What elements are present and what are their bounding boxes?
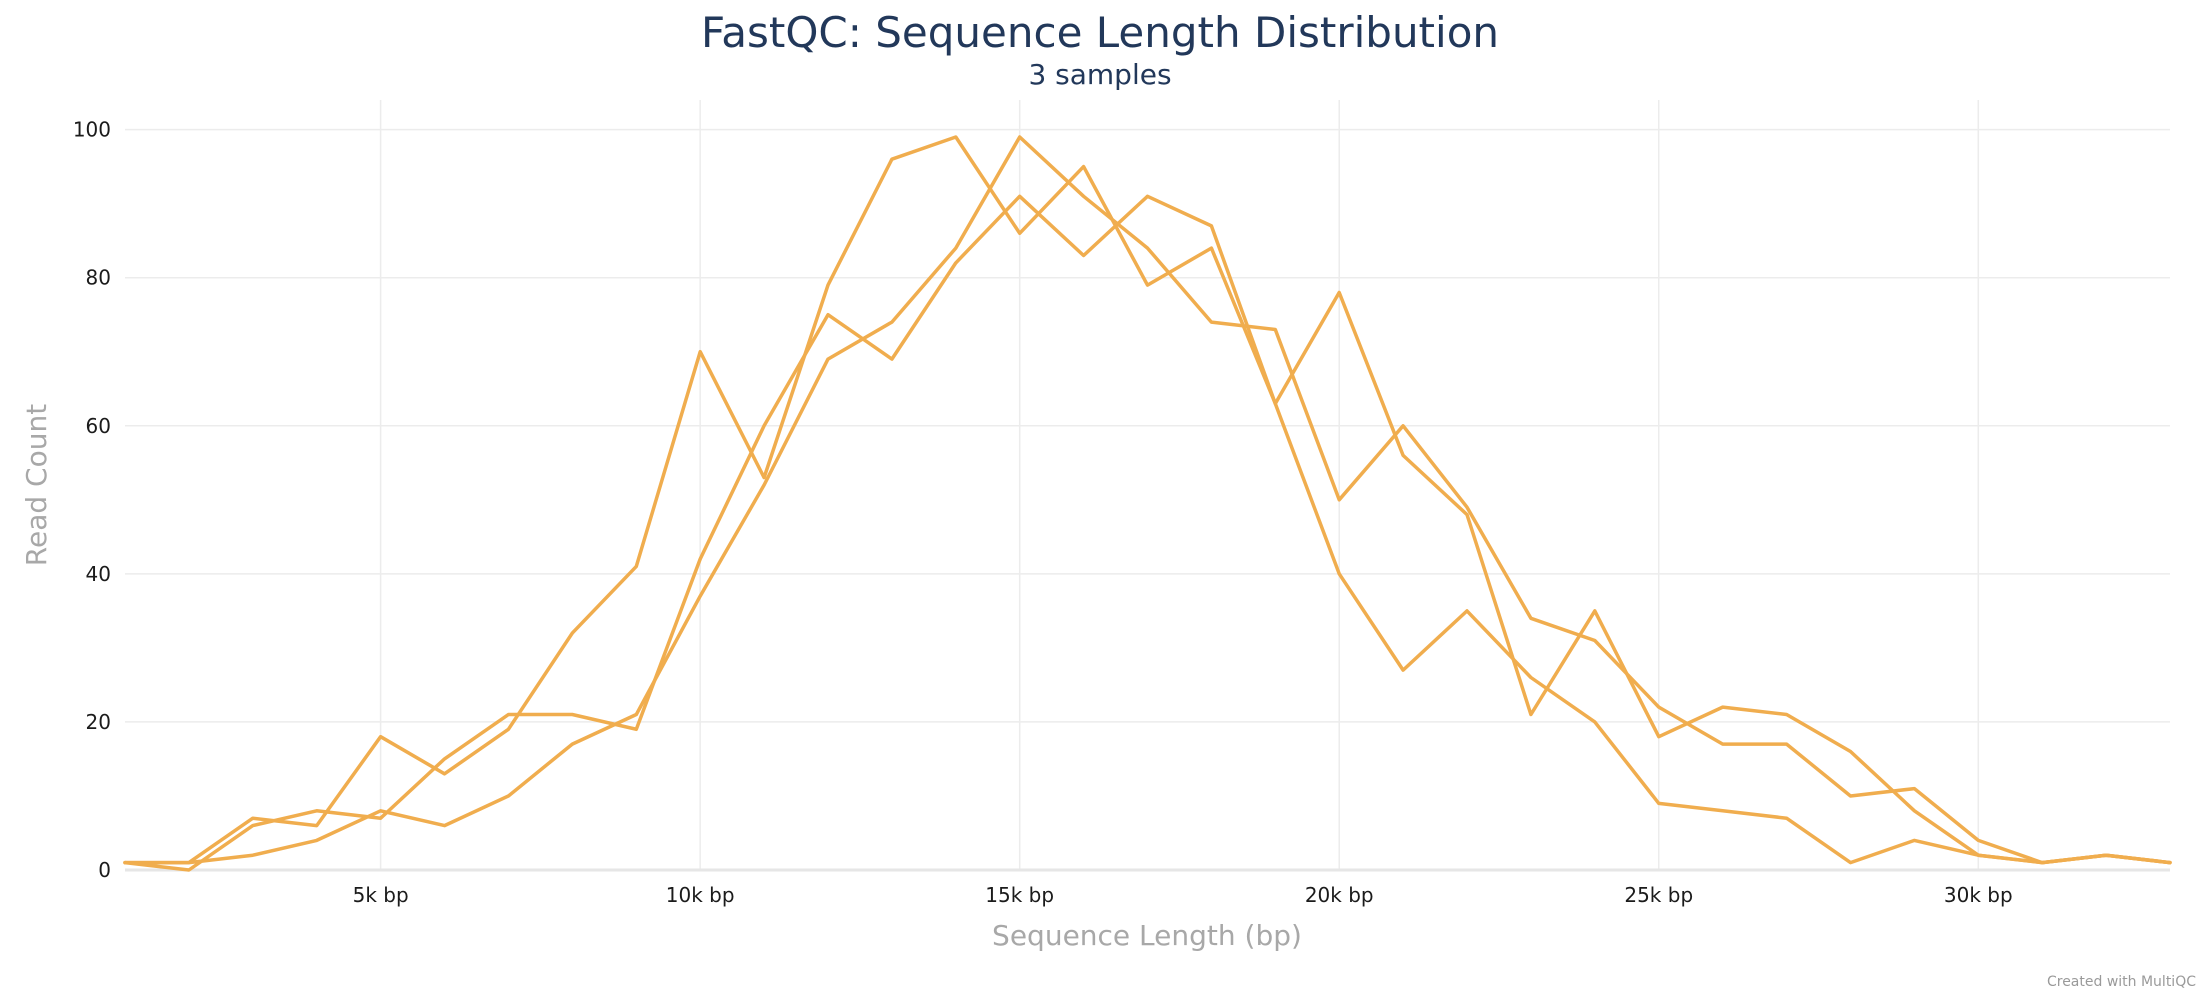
x-tick-label: 10k bp	[666, 883, 735, 907]
chart-subtitle: 3 samples	[1028, 58, 1172, 91]
y-tick-label: 40	[86, 562, 111, 586]
y-tick-label: 60	[86, 414, 111, 438]
x-axis-title: Sequence Length (bp)	[992, 919, 1302, 952]
x-tick-label: 15k bp	[985, 883, 1054, 907]
series-line-1[interactable]	[123, 194, 2172, 872]
y-axis-ticks: 0 20 40 60 80 100	[73, 118, 111, 882]
series-lines	[123, 135, 2172, 872]
x-tick-label: 5k bp	[353, 883, 409, 907]
x-tick-label: 30k bp	[1944, 883, 2013, 907]
credit-text: Created with MultiQC	[2047, 974, 2196, 990]
y-tick-label: 0	[98, 858, 111, 882]
x-axis-ticks: 5k bp 10k bp 15k bp 20k bp 25k bp 30k bp	[353, 883, 2013, 907]
y-axis-title: Read Count	[20, 404, 53, 566]
series-line-3[interactable]	[123, 135, 2172, 865]
grid	[125, 100, 2170, 870]
x-tick-label: 25k bp	[1624, 883, 1693, 907]
series-line-2[interactable]	[123, 135, 2172, 865]
y-tick-label: 20	[86, 710, 111, 734]
x-tick-label: 20k bp	[1305, 883, 1374, 907]
y-tick-label: 80	[86, 266, 111, 290]
y-tick-label: 100	[73, 118, 111, 142]
chart-title: FastQC: Sequence Length Distribution	[700, 8, 1500, 57]
